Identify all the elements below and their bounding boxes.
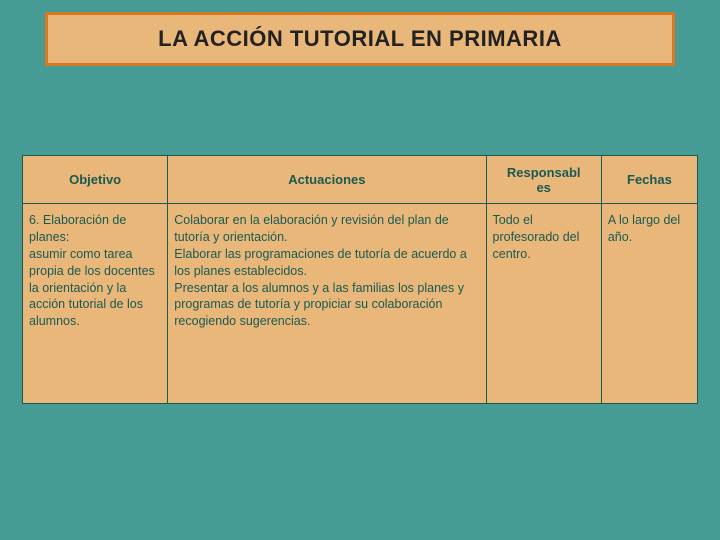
tutorial-table: Objetivo Actuaciones Responsabl es Fecha… (22, 155, 698, 404)
col-responsables-l2: es (536, 180, 550, 195)
table-container: Objetivo Actuaciones Responsabl es Fecha… (22, 155, 698, 404)
col-responsables: Responsabl es (486, 156, 601, 204)
col-actuaciones: Actuaciones (168, 156, 486, 204)
title-box: LA ACCIÓN TUTORIAL EN PRIMARIA (45, 12, 675, 66)
table-row: 6. Elaboración de planes:asumir como tar… (23, 204, 698, 404)
col-objetivo: Objetivo (23, 156, 168, 204)
col-responsables-l1: Responsabl (507, 165, 581, 180)
cell-fechas: A lo largo del año. (601, 204, 697, 404)
cell-responsables: Todo el profesorado del centro. (486, 204, 601, 404)
page-title: LA ACCIÓN TUTORIAL EN PRIMARIA (158, 26, 562, 52)
col-fechas: Fechas (601, 156, 697, 204)
cell-actuaciones: Colaborar en la elaboración y revisión d… (168, 204, 486, 404)
table-header-row: Objetivo Actuaciones Responsabl es Fecha… (23, 156, 698, 204)
cell-objetivo: 6. Elaboración de planes:asumir como tar… (23, 204, 168, 404)
